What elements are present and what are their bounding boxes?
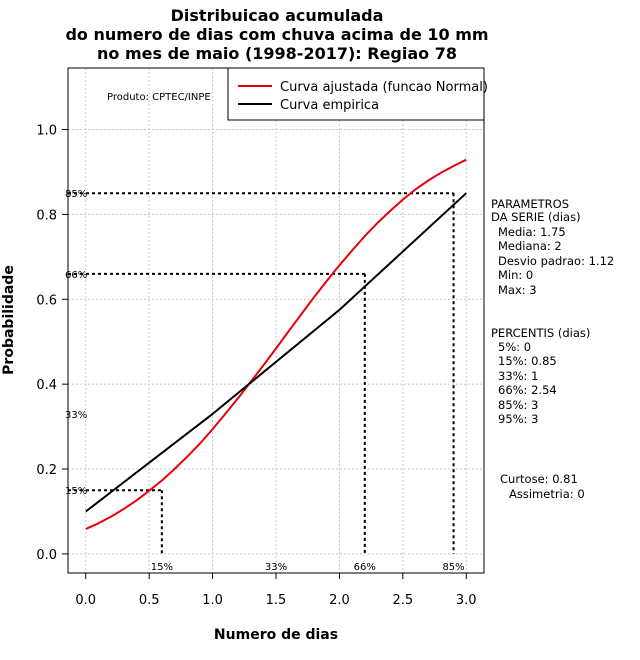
chart-title-line-1: Distribuicao acumulada (171, 6, 384, 25)
bottom-percent-label-3: 85% (442, 562, 464, 573)
param-desvio: Desvio padrao: 1.12 (498, 254, 614, 268)
y-tick-label-2: 0.4 (36, 378, 57, 393)
param-mediana: Mediana: 2 (498, 239, 562, 253)
percentil-66: 66%: 2.54 (498, 383, 557, 397)
chart-title-line-2: do numero de dias com chuva acima de 10 … (65, 25, 488, 44)
x-tick-label-2: 1.0 (202, 593, 223, 608)
curtose: Curtose: 0.81 (500, 472, 578, 486)
params-title-line-1: PARAMETROS (491, 197, 569, 211)
y-tick-label-0: 0.0 (36, 548, 57, 563)
gridlines (68, 68, 484, 573)
percentil-15: 15%: 0.85 (498, 354, 557, 368)
bottom-percent-label-0: 15% (151, 562, 173, 573)
bottom-percent-label-2: 66% (354, 562, 376, 573)
param-max: Max: 3 (498, 283, 537, 297)
side-panel: PARAMETROS DA SERIE (dias) Media: 1.75 M… (491, 197, 614, 501)
x-tick-label-5: 2.5 (392, 593, 413, 608)
product-annotation: Produto: CPTEC/INPE (107, 92, 211, 103)
y-tick-label-5: 1.0 (36, 124, 57, 139)
y-tick-label-4: 0.8 (36, 208, 57, 223)
left-percent-label-1: 66% (65, 270, 87, 281)
series-lines (85, 158, 467, 530)
y-tick-label-1: 0.2 (36, 463, 57, 478)
param-min: Min: 0 (498, 268, 533, 282)
legend-box (227, 67, 485, 121)
x-tick-label-6: 3.0 (456, 593, 477, 608)
left-percent-label-2: 33% (65, 410, 87, 421)
assimetria: Assimetria: 0 (509, 487, 585, 501)
legend-label-empirical: Curva empirica (280, 98, 379, 113)
legend: Curva ajustada (funcao Normal) Curva emp… (227, 67, 488, 121)
x-tick-label-4: 2.0 (329, 593, 350, 608)
bottom-percent-label-1: 33% (265, 562, 287, 573)
percentil-95: 95%: 3 (498, 412, 538, 426)
series-line-1 (85, 192, 467, 513)
left-percent-label-3: 15% (65, 486, 87, 497)
x-tick-label-0: 0.0 (75, 593, 96, 608)
chart-title-line-3: no mes de maio (1998-2017): Regiao 78 (97, 44, 457, 63)
x-tick-label-3: 1.5 (266, 593, 287, 608)
series-line-0 (85, 158, 467, 530)
reference-lines (68, 192, 455, 554)
left-percent-label-0: 85% (65, 189, 87, 200)
percent-labels: 15% 33% 66% 85% 85% 66% 33% 15% (65, 189, 465, 573)
param-media: Media: 1.75 (498, 225, 566, 239)
percentil-33: 33%: 1 (498, 369, 538, 383)
axes: 0.0 0.5 1.0 1.5 2.0 2.5 3.0 0.0 0.2 0.4 0.6 0.8 1.0 (36, 124, 476, 608)
legend-label-fitted: Curva ajustada (funcao Normal) (280, 80, 488, 95)
percentil-85: 85%: 3 (498, 398, 538, 412)
x-axis-label: Numero de dias (214, 627, 338, 643)
percentis-title: PERCENTIS (dias) (491, 326, 590, 340)
x-tick-label-1: 0.5 (139, 593, 160, 608)
percentil-5: 5%: 0 (498, 340, 531, 354)
y-axis-label: Probabilidade (1, 265, 17, 375)
params-title-line-2: DA SERIE (dias) (491, 210, 581, 224)
y-tick-label-3: 0.6 (36, 293, 57, 308)
